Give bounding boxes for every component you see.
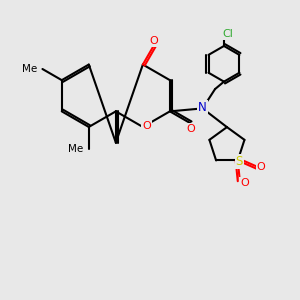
Text: O: O [150,36,158,46]
Text: Me: Me [68,144,83,154]
Text: N: N [198,101,207,114]
Text: O: O [187,124,195,134]
Text: O: O [257,162,266,172]
Text: O: O [240,178,249,188]
Text: Cl: Cl [222,29,233,39]
Text: S: S [236,155,243,168]
Text: Me: Me [22,64,37,74]
Text: O: O [142,122,151,131]
